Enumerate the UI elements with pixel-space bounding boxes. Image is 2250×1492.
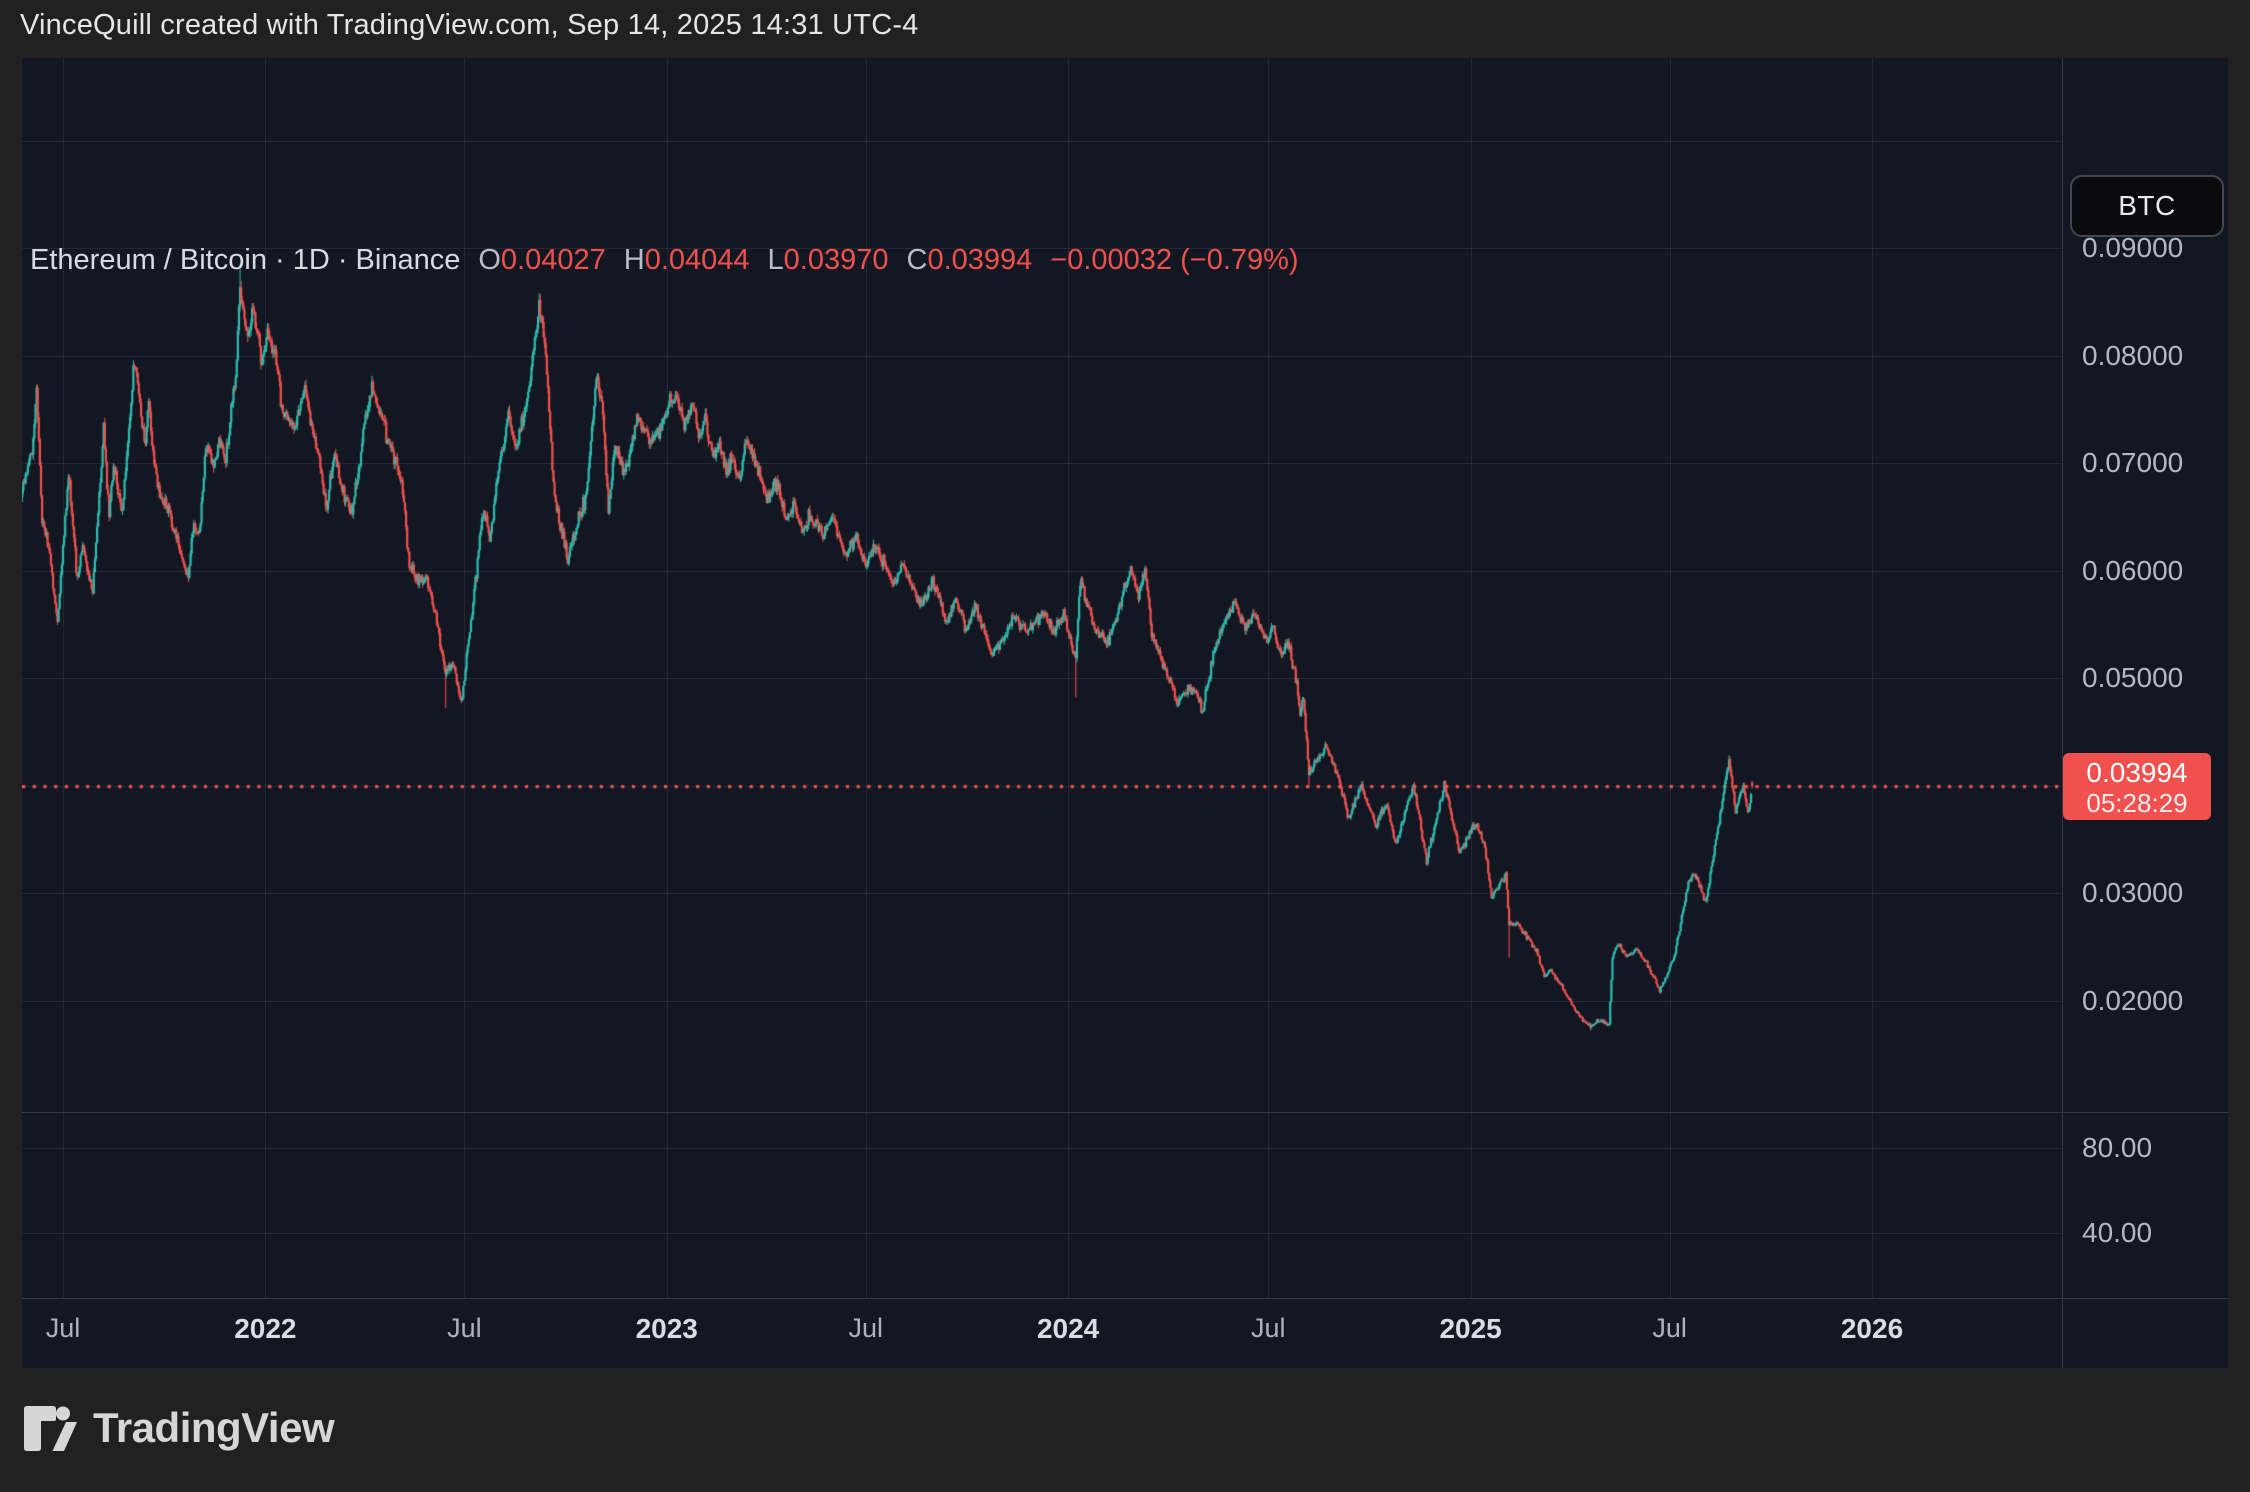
ohlc-key: H	[623, 244, 645, 276]
ohlc-key: L	[767, 244, 784, 276]
bar-countdown: 05:28:29	[2086, 788, 2188, 818]
ohlc-value: 0.04044	[644, 244, 750, 276]
price-tick-label: 0.06000	[2082, 554, 2184, 586]
price-tick-label: 0.03000	[2082, 877, 2184, 908]
attribution-text: VinceQuill created with TradingView.com,…	[20, 9, 919, 41]
ohlc-key: C	[906, 244, 928, 276]
chart-surface: Ethereum / Bitcoin · 1D · Binance O0.0402…	[22, 58, 2228, 1368]
current-price-value: 0.03994	[2086, 757, 2188, 788]
time-tick-year: 2022	[234, 1313, 297, 1344]
indicator-tick-label: 80.00	[2082, 1132, 2153, 1163]
time-tick-year: 2026	[1840, 1313, 1904, 1344]
change-value: −0.00032 (−0.79%)	[1050, 244, 1299, 276]
price-tick-label: 0.02000	[2082, 984, 2184, 1016]
pane-separator[interactable]	[22, 1112, 2228, 1113]
time-tick-year: 2024	[1036, 1313, 1100, 1344]
indicator-tick-label: 40.00	[2082, 1217, 2153, 1248]
current-price-badge: 0.03994 05:28:29	[2063, 753, 2211, 820]
price-tick-label: 0.09000	[2082, 232, 2184, 263]
time-tick-year: 2025	[1439, 1313, 1502, 1344]
ohlc-value: 0.03994	[927, 244, 1033, 276]
price-tick-label: 0.07000	[2082, 447, 2184, 478]
price-tick-label: 0.08000	[2082, 339, 2184, 371]
price-axis-border	[2062, 58, 2063, 1368]
time-tick-month: Jul	[1251, 1313, 1286, 1343]
tradingview-wordmark: TradingView	[93, 1404, 335, 1451]
time-tick-month: Jul	[45, 1313, 81, 1343]
candlestick-chart[interactable]	[22, 58, 2228, 1368]
symbol-title[interactable]: Ethereum / Bitcoin · 1D · Binance	[30, 244, 461, 276]
ohlc-value: 0.03970	[783, 244, 889, 276]
time-tick-year: 2023	[635, 1313, 698, 1344]
time-tick-month: Jul	[1652, 1313, 1687, 1343]
tradingview-logo[interactable]: TradingView	[23, 1404, 335, 1452]
tradingview-logomark-icon	[24, 1405, 77, 1451]
time-axis-border	[22, 1298, 2228, 1299]
ohlc-values: O0.04027 H0.04044 L0.03970 C0.03994	[460, 244, 1032, 276]
price-tick-label: 0.05000	[2082, 662, 2184, 693]
currency-toggle-button[interactable]: BTC	[2070, 175, 2224, 237]
price-scale[interactable]: BTC 0.09000 0.08000 0.07000 0.06000 0.05000 0…	[2062, 58, 2228, 1368]
time-tick-month: Jul	[447, 1313, 482, 1343]
symbol-legend[interactable]: Ethereum / Bitcoin · 1D · Binance O0.0402…	[30, 244, 1299, 277]
ohlc-value: 0.04027	[500, 244, 606, 276]
ohlc-key: O	[478, 244, 501, 276]
time-tick-month: Jul	[848, 1313, 884, 1343]
